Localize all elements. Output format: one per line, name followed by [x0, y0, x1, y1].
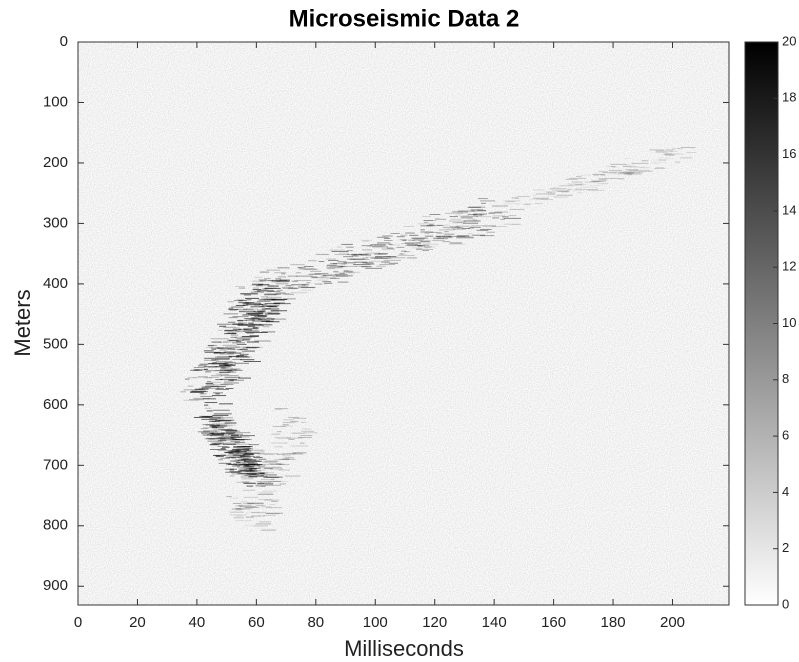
y-tick-label: 500 — [43, 335, 68, 352]
traces — [180, 146, 697, 531]
colorbar-tick-label: 6 — [782, 428, 789, 443]
chart-title: Microseismic Data 2 — [289, 5, 520, 32]
y-tick-label: 800 — [43, 517, 68, 534]
colorbar-tick-label: 2 — [782, 540, 789, 555]
x-tick-label: 0 — [74, 614, 82, 631]
x-tick-label: 200 — [660, 614, 685, 631]
y-tick-label: 100 — [43, 93, 68, 110]
x-tick-label: 20 — [129, 614, 146, 631]
colorbar-tick-label: 20 — [782, 33, 796, 48]
colorbar-tick-label: 10 — [782, 315, 796, 330]
x-tick-label: 60 — [248, 614, 265, 631]
colorbar-tick-label: 14 — [782, 202, 796, 217]
plot-frame — [77, 41, 730, 606]
x-tick-label: 140 — [482, 614, 507, 631]
x-tick-label: 180 — [601, 614, 626, 631]
y-tick-label: 700 — [43, 456, 68, 473]
colorbar-tick-label: 12 — [782, 259, 796, 274]
x-axis-label: Milliseconds — [344, 636, 464, 661]
x-tick-label: 80 — [307, 614, 324, 631]
x-tick-label: 40 — [189, 614, 206, 631]
y-axis-label: Meters — [10, 289, 35, 356]
x-tick-label: 120 — [422, 614, 447, 631]
colorbar-tick-label: 4 — [782, 484, 789, 499]
y-tick-label: 300 — [43, 214, 68, 231]
y-tick-label: 400 — [43, 275, 68, 292]
y-tick-label: 200 — [43, 154, 68, 171]
colorbar-tick-label: 8 — [782, 371, 789, 386]
x-tick-label: 100 — [363, 614, 388, 631]
colorbar-tick-label: 0 — [782, 596, 789, 611]
x-tick-label: 160 — [541, 614, 566, 631]
colorbar-tick-label: 16 — [782, 146, 796, 161]
colorbar — [744, 41, 779, 606]
y-tick-label: 600 — [43, 396, 68, 413]
y-tick-label: 0 — [60, 33, 68, 50]
heatmap-image — [78, 42, 729, 605]
colorbar-tick-label: 18 — [782, 90, 796, 105]
y-tick-label: 900 — [43, 577, 68, 594]
